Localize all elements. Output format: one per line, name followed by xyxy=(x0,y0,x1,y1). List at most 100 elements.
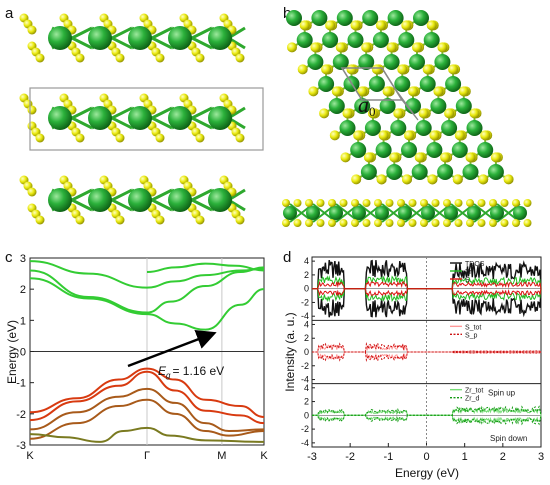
zr-atom xyxy=(88,188,112,212)
dos-y-tick-label: 0 xyxy=(304,347,309,357)
s-atom-top xyxy=(353,130,364,141)
dos-y-tick-label: 2 xyxy=(304,333,309,343)
band-curve xyxy=(29,260,265,289)
s-atom-side xyxy=(351,219,359,227)
panel-label-d: d xyxy=(283,249,291,266)
dos-y-tick-label: 2 xyxy=(304,397,309,407)
s-atom-side xyxy=(443,219,451,227)
zr-atom-top xyxy=(332,54,349,70)
s-atom-side xyxy=(397,219,405,227)
zr-atom-side xyxy=(398,206,412,220)
lattice-constant-label: a0 xyxy=(358,92,376,119)
side-view-bond xyxy=(381,203,406,223)
s-atom xyxy=(75,215,85,225)
s-atom-top xyxy=(371,64,382,75)
zr-atom-top xyxy=(286,10,302,26)
zr-atom xyxy=(208,26,232,50)
s-atom xyxy=(115,133,125,143)
s-atom xyxy=(155,215,165,225)
band-y-axis-label: Energy (eV) xyxy=(5,320,19,384)
s-atom-side xyxy=(489,219,497,227)
dos-curve-down xyxy=(312,414,542,425)
s-atom-side xyxy=(431,199,440,207)
unit-cell-extension xyxy=(381,67,419,121)
s-atom-top xyxy=(287,42,297,53)
s-atom-top xyxy=(429,130,440,141)
zr-atom-top xyxy=(296,32,313,48)
s-atom-side xyxy=(420,219,428,227)
s-atom-side xyxy=(316,199,325,207)
s-atom xyxy=(235,53,245,63)
zr-atom-top xyxy=(487,164,504,180)
s-atom-top xyxy=(351,174,362,185)
zr-atom-top xyxy=(426,142,443,158)
dos-y-axis-label: Intensity (a. u.) xyxy=(283,312,297,391)
s-atom xyxy=(115,53,125,63)
zr-atom-top xyxy=(387,10,404,26)
zr-atom-side xyxy=(306,206,320,220)
zr-atom-top xyxy=(347,32,364,48)
panel-label-b: b xyxy=(283,5,291,22)
s-atom-top xyxy=(480,130,491,141)
s-atom-side xyxy=(523,199,532,207)
spin-down-label: Spin down xyxy=(490,434,527,443)
band-y-tick-label: 0 xyxy=(20,347,26,359)
zr-atom-top xyxy=(354,98,371,114)
zr-atom xyxy=(208,106,232,130)
s-atom xyxy=(155,53,165,63)
s-atom-top xyxy=(397,64,408,75)
s-atom-top xyxy=(331,86,342,97)
band-curve xyxy=(29,277,265,331)
zr-atom-top xyxy=(360,164,377,180)
s-atom-top xyxy=(367,108,378,119)
dos-curve-down xyxy=(312,351,542,363)
band-curve xyxy=(29,387,265,432)
panel-label-a: a xyxy=(5,5,14,22)
zr-atom-top xyxy=(441,120,458,136)
s-atom-top xyxy=(375,20,386,31)
dos-x-tick-label: 2 xyxy=(500,451,506,463)
dos-legend-label: Zr xyxy=(465,269,472,276)
s-atom-side xyxy=(477,199,486,207)
band-x-tick-label: K xyxy=(26,450,34,462)
zr-atom xyxy=(168,106,192,130)
band-y-tick-label: -2 xyxy=(16,409,26,421)
s-atom-side xyxy=(466,219,474,227)
s-atom-top xyxy=(350,20,361,31)
s-atom xyxy=(35,215,45,225)
band-gap-arrow xyxy=(127,329,217,368)
s-atom-side xyxy=(454,199,463,207)
s-atom-side xyxy=(420,199,428,207)
s-atom-side xyxy=(500,219,509,227)
s-atom-top xyxy=(440,152,451,163)
zr-atom xyxy=(48,26,72,50)
s-atom xyxy=(75,133,85,143)
s-atom-top xyxy=(342,108,353,119)
dos-x-tick-label: -2 xyxy=(345,451,355,463)
zr-atom-top xyxy=(451,142,468,158)
band-curve xyxy=(29,266,265,314)
zr-atom-top xyxy=(394,76,411,92)
s-atom-top xyxy=(393,108,404,119)
dos-x-tick-label: -1 xyxy=(383,451,393,463)
side-view-bond xyxy=(335,203,360,223)
side-view-bond xyxy=(450,203,475,223)
s-atom xyxy=(35,53,45,63)
s-atom-side xyxy=(282,219,290,227)
dos-legend-label: S xyxy=(465,277,470,284)
panel-label-c: c xyxy=(5,249,13,266)
zr-atom-top xyxy=(430,98,447,114)
zr-atom xyxy=(48,188,72,212)
band-curve xyxy=(146,262,265,274)
s-atom-side xyxy=(408,199,417,207)
s-atom-top xyxy=(335,42,346,53)
zr-atom-top xyxy=(358,54,375,70)
s-atom-side xyxy=(512,199,520,207)
dos-y-tick-label: 4 xyxy=(304,319,309,329)
s-atom-top xyxy=(414,152,425,163)
s-atom xyxy=(235,215,245,225)
s-atom-side xyxy=(523,219,532,227)
